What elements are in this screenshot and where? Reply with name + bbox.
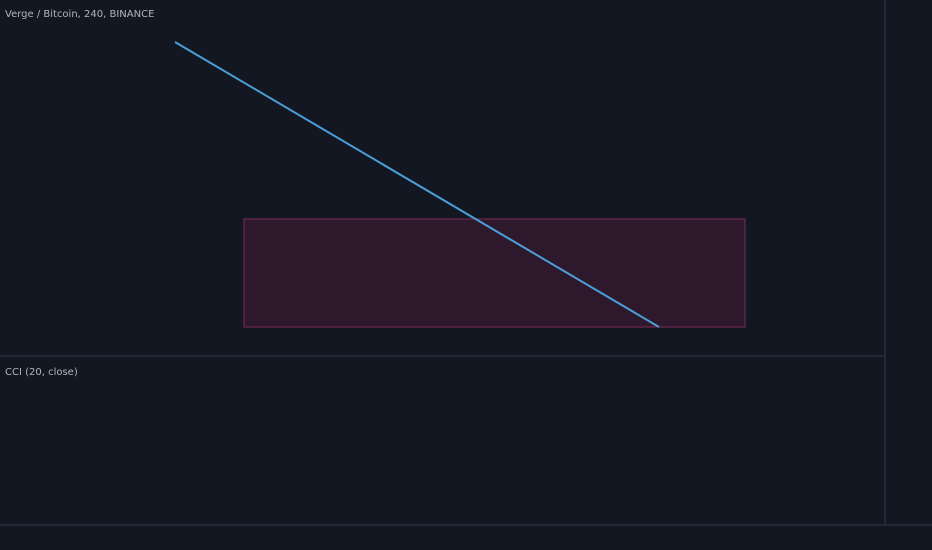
- range-rectangle[interactable]: [243, 218, 746, 328]
- trend-line[interactable]: [174, 41, 660, 328]
- chart-title: Verge / Bitcoin, 240, BINANCE: [5, 9, 154, 20]
- indicator-title: CCI (20, close): [5, 367, 78, 378]
